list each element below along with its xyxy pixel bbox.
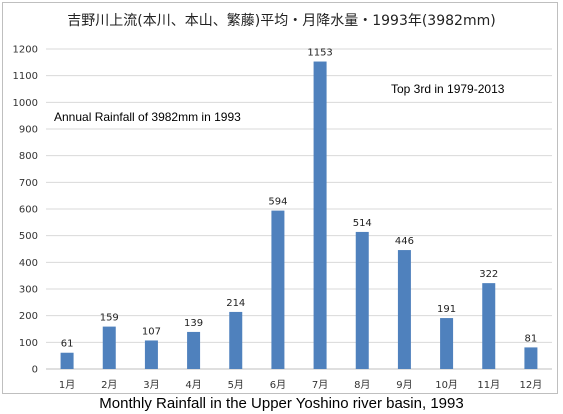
x-tick-label: 5月 (228, 379, 244, 391)
y-tick-label: 800 (19, 151, 38, 162)
bar (144, 340, 158, 369)
bar (524, 347, 538, 369)
y-tick-label: 400 (19, 258, 38, 269)
chart-caption: Monthly Rainfall in the Upper Yoshino ri… (99, 395, 464, 412)
x-tick-label: 9月 (396, 379, 412, 391)
x-tick-label: 7月 (312, 379, 328, 391)
y-tick-label: 300 (19, 285, 38, 296)
x-tick-label: 11月 (477, 379, 500, 391)
chart-title: 吉野川上流(本川、本山、繁藤)平均・月降水量・1993年(3982mm) (67, 13, 496, 29)
data-label: 1153 (307, 48, 332, 59)
y-tick-label: 500 (19, 231, 38, 242)
bar (60, 352, 74, 369)
data-label: 139 (184, 318, 203, 329)
x-tick-label: 2月 (101, 379, 117, 391)
y-tick-label: 600 (19, 205, 38, 216)
x-tick-label: 8月 (354, 379, 370, 391)
data-label: 107 (142, 326, 161, 337)
y-tick-label: 1200 (13, 45, 38, 56)
bar (229, 311, 243, 369)
bar (102, 326, 116, 369)
x-tick-label: 12月 (520, 379, 543, 391)
data-label: 214 (226, 298, 245, 309)
data-label: 61 (61, 339, 74, 350)
x-tick-label: 6月 (270, 379, 286, 391)
bar (271, 210, 285, 369)
data-label: 322 (479, 269, 498, 280)
bar (313, 61, 327, 370)
annual-rainfall-annotation: Annual Rainfall of 3982mm in 1993 (54, 110, 241, 124)
y-tick-label: 900 (19, 125, 38, 136)
data-label: 191 (437, 304, 456, 315)
x-tick-label: 4月 (185, 379, 201, 391)
y-tick-label: 700 (19, 178, 38, 189)
data-label: 594 (268, 197, 287, 208)
data-label: 81 (525, 333, 538, 344)
x-tick-label: 3月 (143, 379, 159, 391)
bar (482, 283, 496, 369)
x-tick-label: 10月 (435, 379, 458, 391)
bar (355, 231, 369, 369)
bar (440, 318, 454, 369)
chart-area-border (2, 2, 558, 394)
y-tick-label: 0 (32, 365, 38, 376)
bar (397, 250, 411, 369)
y-tick-label: 1000 (13, 98, 38, 109)
data-label: 446 (395, 236, 414, 247)
y-tick-label: 200 (19, 311, 38, 322)
data-label: 159 (100, 313, 119, 324)
bar (187, 331, 201, 369)
y-tick-label: 100 (19, 338, 38, 349)
x-tick-label: 1月 (59, 379, 75, 391)
rank-annotation: Top 3rd in 1979-2013 (391, 82, 505, 96)
data-label: 514 (353, 218, 372, 229)
y-tick-label: 1100 (13, 71, 38, 82)
